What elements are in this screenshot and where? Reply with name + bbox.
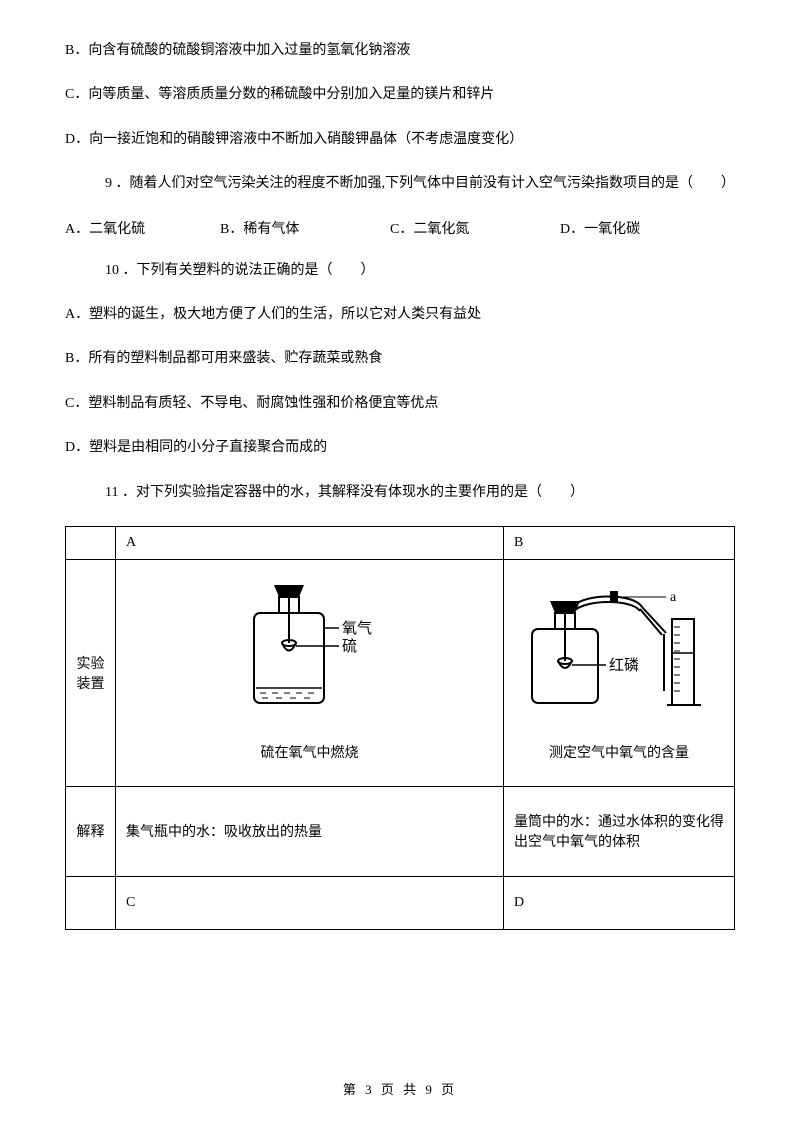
q8-option-c: C．向等质量、等溶质质量分数的稀硫酸中分别加入足量的镁片和锌片	[65, 84, 735, 106]
caption-a: 硫在氧气中燃烧	[126, 742, 493, 762]
device-a-cell: 氧气 硫 硫在氧气中燃烧	[115, 559, 503, 786]
label-phosphorus: 红磷	[609, 657, 639, 674]
q9-option-d: D．一氧化碳	[560, 218, 640, 238]
interp-b: 量筒中的水：通过水体积的变化得出空气中氧气的体积	[504, 786, 735, 876]
table-header-c: C	[115, 876, 503, 929]
caption-b: 测定空气中氧气的含量	[514, 742, 724, 762]
q10-option-c: C．塑料制品有质轻、不导电、耐腐蚀性强和价格便宜等优点	[65, 393, 735, 415]
q9-stem: 9 ．随着人们对空气污染关注的程度不断加强,下列气体中目前没有计入空气污染指数项…	[105, 173, 735, 195]
label-oxygen: 氧气	[342, 620, 372, 637]
q9-option-c: C．二氧化氮	[390, 218, 560, 238]
q10-stem: 10 ．下列有关塑料的说法正确的是（ ）	[105, 260, 735, 282]
oxygen-measurement-diagram: a	[514, 583, 724, 723]
experiment-table: A B 实验装置	[65, 526, 735, 930]
table-rowlabel-interp: 解释	[66, 786, 116, 876]
interp-a: 集气瓶中的水：吸收放出的热量	[115, 786, 503, 876]
q10-option-b: B．所有的塑料制品都可用来盛装、贮存蔬菜或熟食	[65, 348, 735, 370]
device-b-cell: a	[504, 559, 735, 786]
label-a: a	[670, 590, 677, 605]
q11-stem: 11 ．对下列实验指定容器中的水，其解释没有体现水的主要作用的是（ ）	[105, 482, 735, 504]
table-header-d: D	[504, 876, 735, 929]
q8-option-b: B．向含有硫酸的硫酸铜溶液中加入过量的氢氧化钠溶液	[65, 40, 735, 62]
table-header-a: A	[115, 526, 503, 559]
sulfur-combustion-diagram: 氧气 硫	[224, 583, 394, 723]
q9-option-b: B．稀有气体	[220, 218, 390, 238]
q9-option-a: A．二氧化硫	[65, 218, 220, 238]
q10-option-a: A．塑料的诞生，极大地方便了人们的生活，所以它对人类只有益处	[65, 304, 735, 326]
table-corner	[66, 526, 116, 559]
q10-option-d: D．塑料是由相同的小分子直接聚合而成的	[65, 437, 735, 459]
table-corner2	[66, 876, 116, 929]
table-rowlabel-device: 实验装置	[66, 559, 116, 786]
label-sulfur: 硫	[342, 638, 357, 655]
page-footer: 第 3 页 共 9 页	[0, 1079, 800, 1098]
q8-option-d: D．向一接近饱和的硝酸钾溶液中不断加入硝酸钾晶体（不考虑温度变化）	[65, 129, 735, 151]
table-header-b: B	[504, 526, 735, 559]
